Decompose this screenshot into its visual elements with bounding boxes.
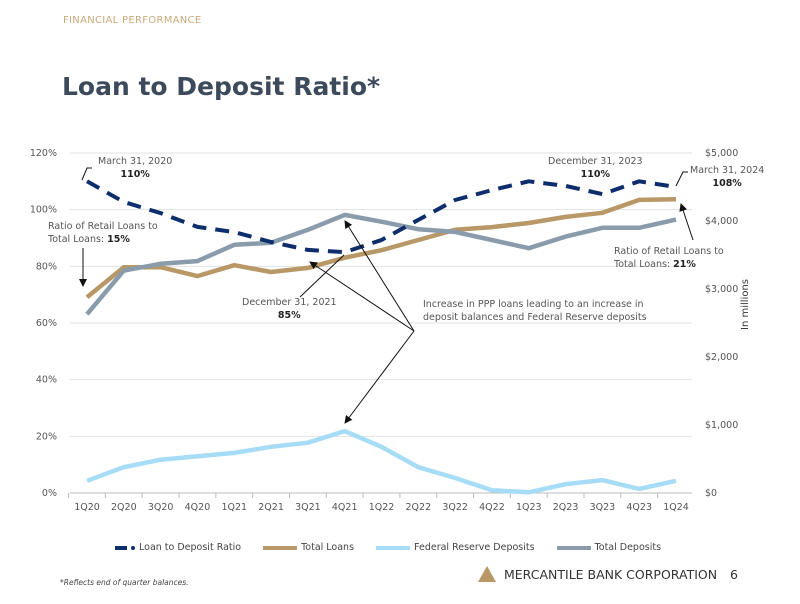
- annotation-dec2023: December 31, 2023 110%: [548, 156, 643, 180]
- x-tick-label: 1Q23: [516, 502, 542, 513]
- x-tick-label: 3Q23: [590, 502, 616, 513]
- annotation-retail-15: Ratio of Retail Loans to Total Loans: 15%: [48, 221, 158, 245]
- left-tick-label: 40%: [36, 375, 57, 386]
- annotation-arrows: [79, 167, 694, 424]
- series-line-total-loans: [85, 196, 677, 299]
- left-tick-label: 80%: [36, 261, 57, 272]
- legend-item-ratio: Loan to Deposit Ratio: [115, 542, 241, 553]
- arrow-ppp-loans: [309, 261, 415, 332]
- page-number: 6: [730, 567, 738, 582]
- x-tick-label: 2Q23: [553, 502, 579, 513]
- annotation-dec2021: December 31, 2021 85%: [242, 297, 337, 321]
- annotation-ppp: Increase in PPP loans leading to an incr…: [423, 299, 647, 323]
- series-line-federal-reserve-deposits: [86, 428, 677, 495]
- legend-item-loans: Total Loans: [263, 542, 354, 553]
- x-tick-label: 2Q22: [406, 502, 432, 513]
- legend: Loan to Deposit Ratio Total Loans Federa…: [115, 542, 661, 553]
- arrow-mar2024: [675, 171, 688, 187]
- x-tick-label: 3Q22: [442, 502, 468, 513]
- x-tick-label: 1Q21: [221, 502, 247, 513]
- triangle-logo-icon: [478, 566, 496, 582]
- right-tick-label: $0: [705, 488, 717, 499]
- arrow-ppp-deposits: [344, 220, 415, 332]
- right-axis-label: In millions: [740, 279, 751, 330]
- x-tick-label: 4Q22: [479, 502, 505, 513]
- x-tick-label: 1Q24: [663, 502, 689, 513]
- annotation-retail-21: Ratio of Retail Loans to Total Loans: 21%: [614, 246, 724, 270]
- right-tick-label: $5,000: [705, 148, 738, 159]
- right-tick-label: $2,000: [705, 352, 738, 363]
- x-tick-label: 4Q20: [185, 502, 211, 513]
- page-title: Loan to Deposit Ratio*: [62, 72, 381, 101]
- annotation-mar2024: March 31, 2024 108%: [690, 165, 765, 189]
- x-tick-label: 3Q21: [295, 502, 321, 513]
- legend-item-deposits: Total Deposits: [556, 542, 661, 553]
- x-tick-label: 2Q21: [258, 502, 284, 513]
- arrow-retail-21: [679, 203, 694, 241]
- footnote: *Reflects end of quarter balances.: [60, 578, 189, 587]
- right-tick-label: $1,000: [705, 420, 738, 431]
- brand-logo: MERCANTILE BANK CORPORATION: [478, 566, 717, 582]
- arrow-dec2021: [299, 254, 345, 298]
- x-tick-label: 3Q20: [148, 502, 174, 513]
- x-tick-label: 1Q20: [74, 502, 100, 513]
- section-label: FINANCIAL PERFORMANCE: [63, 15, 202, 26]
- annotation-mar2020: March 31, 2020 110%: [98, 156, 173, 180]
- legend-item-fed: Federal Reserve Deposits: [376, 542, 535, 553]
- x-tick-label: 4Q23: [626, 502, 652, 513]
- left-tick-label: 100%: [30, 205, 57, 216]
- x-tick-label: 2Q20: [111, 502, 137, 513]
- left-tick-label: 120%: [30, 148, 57, 159]
- left-tick-label: 0%: [42, 488, 57, 499]
- right-tick-label: $3,000: [705, 284, 738, 295]
- arrow-mar2020: [81, 167, 92, 181]
- arrow-ppp-fed: [344, 330, 415, 424]
- right-tick-label: $4,000: [705, 216, 738, 227]
- left-tick-label: 20%: [36, 431, 57, 442]
- series-line-loan-to-deposit-ratio: [86, 179, 677, 255]
- x-tick-label: 1Q22: [369, 502, 395, 513]
- x-tick-label: 4Q21: [332, 502, 358, 513]
- left-tick-label: 60%: [36, 318, 57, 329]
